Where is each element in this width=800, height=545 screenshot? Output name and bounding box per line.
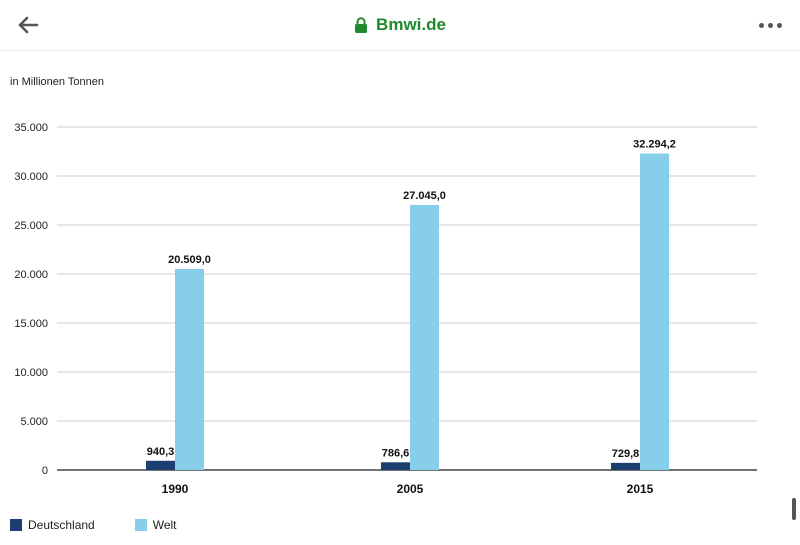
bar-deutschland [611,462,640,470]
y-tick-label: 35.000 [14,122,48,134]
arrow-left-icon [18,16,39,34]
x-tick-label: 2015 [627,482,654,496]
legend-item-deutschland: Deutschland [10,518,95,532]
data-label: 786,6 [382,447,410,459]
scrollbar[interactable] [792,498,796,520]
y-axis-label: in Millionen Tonnen [10,76,104,88]
more-horizontal-icon [767,22,773,28]
x-tick-label: 2005 [397,482,424,496]
data-label: 940,3 [147,446,175,458]
bar-deutschland [146,460,175,470]
bar-welt [175,269,204,470]
legend-label: Deutschland [28,518,95,532]
bar-chart: in Millionen Tonnen 0 5.000 10.000 15.000 20.… [10,76,757,496]
y-tick-label: 30.000 [14,171,48,183]
browser-toolbar: Bmwi.de [0,0,800,51]
bar-welt [410,204,439,471]
legend-item-welt: Welt [134,518,177,532]
bar-welt [640,153,669,470]
y-tick-label: 0 [42,465,48,477]
more-horizontal-icon [758,22,764,28]
data-label: 27.045,0 [403,190,446,202]
y-tick-label: 10.000 [14,367,48,379]
y-tick-label: 20.000 [14,269,48,281]
legend-swatch [134,519,147,531]
data-label: 20.509,0 [168,254,211,266]
x-tick-label: 1990 [162,482,189,496]
legend-label: Welt [152,518,177,532]
more-menu-button[interactable] [754,14,786,36]
legend-swatch [10,519,22,531]
y-tick-label: 15.000 [14,318,48,330]
back-button[interactable] [12,9,44,41]
data-label: 729,8 [612,448,640,460]
url-text[interactable]: Bmwi.de [376,15,446,34]
more-horizontal-icon [776,22,782,28]
chart-legend: Deutschland Welt [10,515,217,535]
y-tick-label: 25.000 [14,220,48,232]
data-label: 32.294,2 [633,139,676,151]
y-tick-label: 5.000 [20,416,48,428]
bar-deutschland [381,462,410,470]
lock-icon [355,16,368,33]
